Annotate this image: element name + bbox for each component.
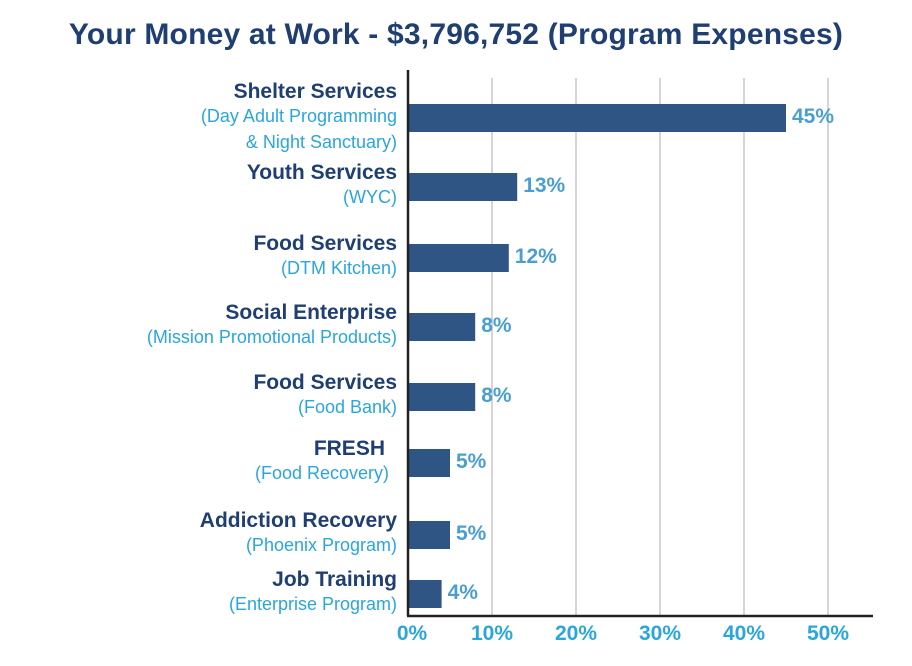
category-label: Youth Services xyxy=(246,161,397,184)
category-label: FRESH xyxy=(313,437,385,460)
bar-value-label: 12% xyxy=(514,245,557,268)
bar xyxy=(408,313,476,341)
category-detail-label: (Day Adult Programming xyxy=(200,106,397,126)
bar xyxy=(408,521,450,549)
bar-value-label: 5% xyxy=(456,450,487,473)
category-detail-label: (Enterprise Program) xyxy=(228,594,397,614)
bar xyxy=(408,104,786,132)
bar xyxy=(408,580,442,608)
bar xyxy=(408,449,450,477)
category-label: Addiction Recovery xyxy=(199,509,397,532)
category-detail-label: (WYC) xyxy=(343,187,397,207)
bar xyxy=(408,244,509,272)
category-detail-label: (Mission Promotional Products) xyxy=(146,327,397,347)
x-tick-label: 30% xyxy=(638,622,682,645)
bar-value-label: 45% xyxy=(792,105,835,128)
category-label: Job Training xyxy=(272,568,397,591)
category-detail-label: (Phoenix Program) xyxy=(245,535,397,555)
bar xyxy=(408,173,518,201)
bar-value-label: 4% xyxy=(447,581,478,604)
category-detail-label: & Night Sanctuary) xyxy=(245,132,397,152)
category-label: Food Services xyxy=(253,232,397,255)
bar-value-label: 13% xyxy=(523,174,566,197)
category-label: Social Enterprise xyxy=(225,301,397,324)
category-label: Food Services xyxy=(253,371,397,394)
x-tick-label: 10% xyxy=(470,622,514,645)
x-tick-label: 20% xyxy=(554,622,598,645)
category-detail-label: (Food Bank) xyxy=(297,397,397,417)
chart-title: Your Money at Work - $3,796,752 (Program… xyxy=(68,18,844,51)
category-label: Shelter Services xyxy=(233,80,397,103)
bar-value-label: 8% xyxy=(481,384,512,407)
bar-value-label: 5% xyxy=(456,522,487,545)
category-detail-label: (DTM Kitchen) xyxy=(280,258,397,278)
x-tick-label: 40% xyxy=(722,622,766,645)
bar-value-label: 8% xyxy=(481,314,512,337)
x-tick-label: 50% xyxy=(806,622,850,645)
x-tick-label: 0% xyxy=(396,622,428,645)
category-detail-label: (Food Recovery) xyxy=(254,463,389,483)
bar xyxy=(408,383,476,411)
